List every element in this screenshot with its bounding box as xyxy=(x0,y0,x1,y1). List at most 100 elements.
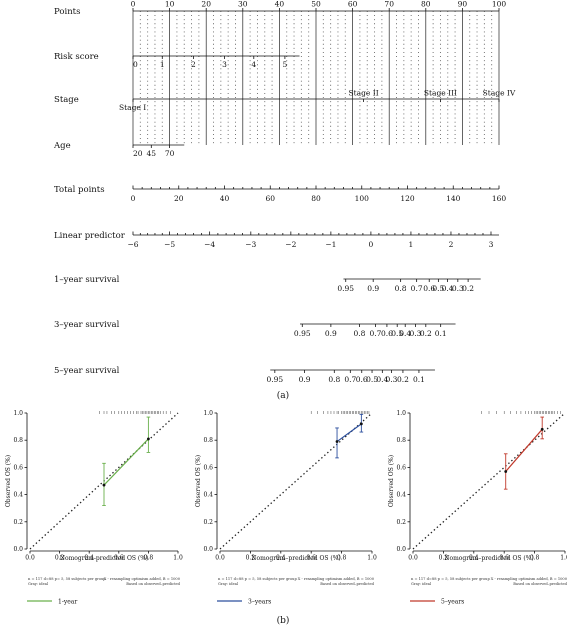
tick-label-variable: 5 xyxy=(282,60,287,69)
x-tick-label: 0.4 xyxy=(469,555,479,562)
x-axis-title: Nomogram-predicted OS (%) xyxy=(60,555,149,562)
tick-label-variable: 70 xyxy=(165,149,175,158)
footnote: n = 117 d=88 p = 5, 58 subjects per grou… xyxy=(411,577,490,581)
tick-label-points: 60 xyxy=(348,0,358,9)
tick-label-total-points: 100 xyxy=(355,194,370,203)
calibration-point xyxy=(504,470,508,473)
legend-label: 3–years xyxy=(248,599,271,606)
x-tick-label: 1.0 xyxy=(560,555,567,562)
footnote: Gray: ideal xyxy=(411,582,432,586)
row-label-points: Points xyxy=(54,7,80,17)
tick-label-points: 100 xyxy=(492,0,507,9)
tick-label-survival: 0.6 xyxy=(381,329,393,338)
tick-label-points: 20 xyxy=(201,0,211,9)
x-tick-label: 1.0 xyxy=(173,555,183,562)
x-tick-label: 0.2 xyxy=(439,555,449,562)
tick-label-variable: 20 xyxy=(133,149,143,158)
tick-label-survival: 0.2 xyxy=(462,284,474,293)
tick-label-survival: 0.7 xyxy=(344,375,356,384)
tick-label-linear-predictor: −2 xyxy=(285,240,296,249)
tick-label-variable: 4 xyxy=(251,60,256,69)
tick-label-linear-predictor: −5 xyxy=(164,240,175,249)
tick-label-linear-predictor: 0 xyxy=(369,240,374,249)
x-tick-label: 0.0 xyxy=(215,555,225,562)
x-tick-label: 0.6 xyxy=(499,555,509,562)
tick-label-points: 40 xyxy=(275,0,285,9)
x-axis-title: Nomogram–predicted OS (%) xyxy=(251,555,341,562)
x-tick-label: 0.6 xyxy=(306,555,316,562)
tick-label-survival: 0.3 xyxy=(452,284,464,293)
calibration-panel: 0.00.0 0.2 0.2 0.4 0.4 0.6 0.6 0.8 0.8 1.0 1.0 Nomo… xyxy=(388,410,567,606)
tick-label-survival: 0.4 xyxy=(399,329,411,338)
tick-label-variable: 1 xyxy=(160,60,165,69)
tick-label-points: 30 xyxy=(238,0,248,9)
tick-label-total-points: 40 xyxy=(220,194,230,203)
tick-label-survival: 0.1 xyxy=(435,329,447,338)
footnote: Based on observed–predicted xyxy=(513,582,567,586)
tick-label-variable: Stage I xyxy=(119,103,146,112)
calibration-point xyxy=(359,422,363,426)
x-tick-label: 0.6 xyxy=(114,555,124,562)
tick-label-total-points: 120 xyxy=(400,194,415,203)
tick-label-survival: 0.8 xyxy=(328,375,340,384)
legend-label: 5–years xyxy=(441,599,464,606)
tick-label-total-points: 0 xyxy=(131,194,136,203)
tick-label-survival: 0.4 xyxy=(442,284,454,293)
tick-label-linear-predictor: −4 xyxy=(204,240,215,249)
tick-label-survival: 0.9 xyxy=(325,329,337,338)
row-label-variable: Risk score xyxy=(54,52,99,62)
x-axis-title: Nomogram–predicted OS (%) xyxy=(444,555,534,562)
footnote: n = 117 d=88 p= 5, 58 subjects per group xyxy=(28,577,106,581)
tick-label-points: 90 xyxy=(458,0,468,9)
footnote: n = 117 d=88 p = 5, 58 subjects per grou… xyxy=(218,577,297,581)
calibration-point xyxy=(540,427,544,431)
tick-label-linear-predictor: 3 xyxy=(489,240,494,249)
y-tick-label: 0.6 xyxy=(203,464,213,471)
tick-label-survival: 0.8 xyxy=(395,284,407,293)
tick-label-survival: 0.2 xyxy=(420,329,432,338)
tick-label-survival: 0.4 xyxy=(376,375,388,384)
tick-label-variable: 2 xyxy=(191,60,196,69)
y-tick-label: 1.0 xyxy=(396,410,406,417)
footnote: Gray: ideal xyxy=(28,582,49,586)
footnote: X - resampling optimism added, B = 1000 xyxy=(491,577,567,581)
footnote: Gray: ideal xyxy=(218,582,239,586)
calibration-curve xyxy=(103,438,149,486)
x-tick-label: 0.8 xyxy=(144,555,154,562)
tick-label-survival: 0.6 xyxy=(356,375,368,384)
panel-b-caption: (b) xyxy=(277,615,290,626)
footnote: X - resampling optimism added, B = 1000 xyxy=(104,577,181,581)
y-tick-label: 0.8 xyxy=(13,437,23,444)
x-tick-label: 0.4 xyxy=(276,555,286,562)
x-tick-label: 0.2 xyxy=(55,555,65,562)
y-tick-label: 0.2 xyxy=(396,519,406,526)
y-axis-title: Observed OS (%) xyxy=(195,455,202,507)
y-tick-label: 0.6 xyxy=(396,464,406,471)
tick-label-survival: 0.5 xyxy=(432,284,444,293)
tick-label-survival: 0.9 xyxy=(367,284,379,293)
calibration-panels: 0.0 0.0 0.2 0.2 0.4 0.4 0.6 0.6 0.8 0.8 1.0 1.0 Nomo… xyxy=(5,410,567,606)
tick-label-survival: 0.1 xyxy=(413,375,425,384)
tick-label-points: 50 xyxy=(311,0,321,9)
calibration-curve xyxy=(505,428,543,472)
calibration-point xyxy=(147,437,150,441)
tick-label-points: 10 xyxy=(165,0,175,9)
row-label-survival: 5–year survival xyxy=(54,366,120,376)
tick-label-survival: 0.7 xyxy=(370,329,382,338)
tick-label-survival: 0.5 xyxy=(391,329,403,338)
x-tick-label: 0.0 xyxy=(408,555,418,562)
tick-label-survival: 0.2 xyxy=(397,375,409,384)
tick-label-points: 0 xyxy=(131,0,136,9)
tick-label-variable: 0 xyxy=(133,60,138,69)
tick-label-survival: 0.7 xyxy=(411,284,423,293)
footnote: X - resampling optimism added, B = 1000 xyxy=(298,577,375,581)
tick-label-linear-predictor: −1 xyxy=(325,240,336,249)
tick-label-points: 80 xyxy=(421,0,431,9)
row-label-survival: 1–year survival xyxy=(54,275,120,285)
calibration-panel: 0.00.0 0.2 0.2 0.4 0.4 0.6 0.6 0.8 0.8 1.0 1.0 Nomo… xyxy=(195,410,377,606)
tick-label-total-points: 160 xyxy=(492,194,507,203)
legend-label: 1-year xyxy=(58,599,77,606)
tick-label-linear-predictor: −6 xyxy=(127,240,138,249)
